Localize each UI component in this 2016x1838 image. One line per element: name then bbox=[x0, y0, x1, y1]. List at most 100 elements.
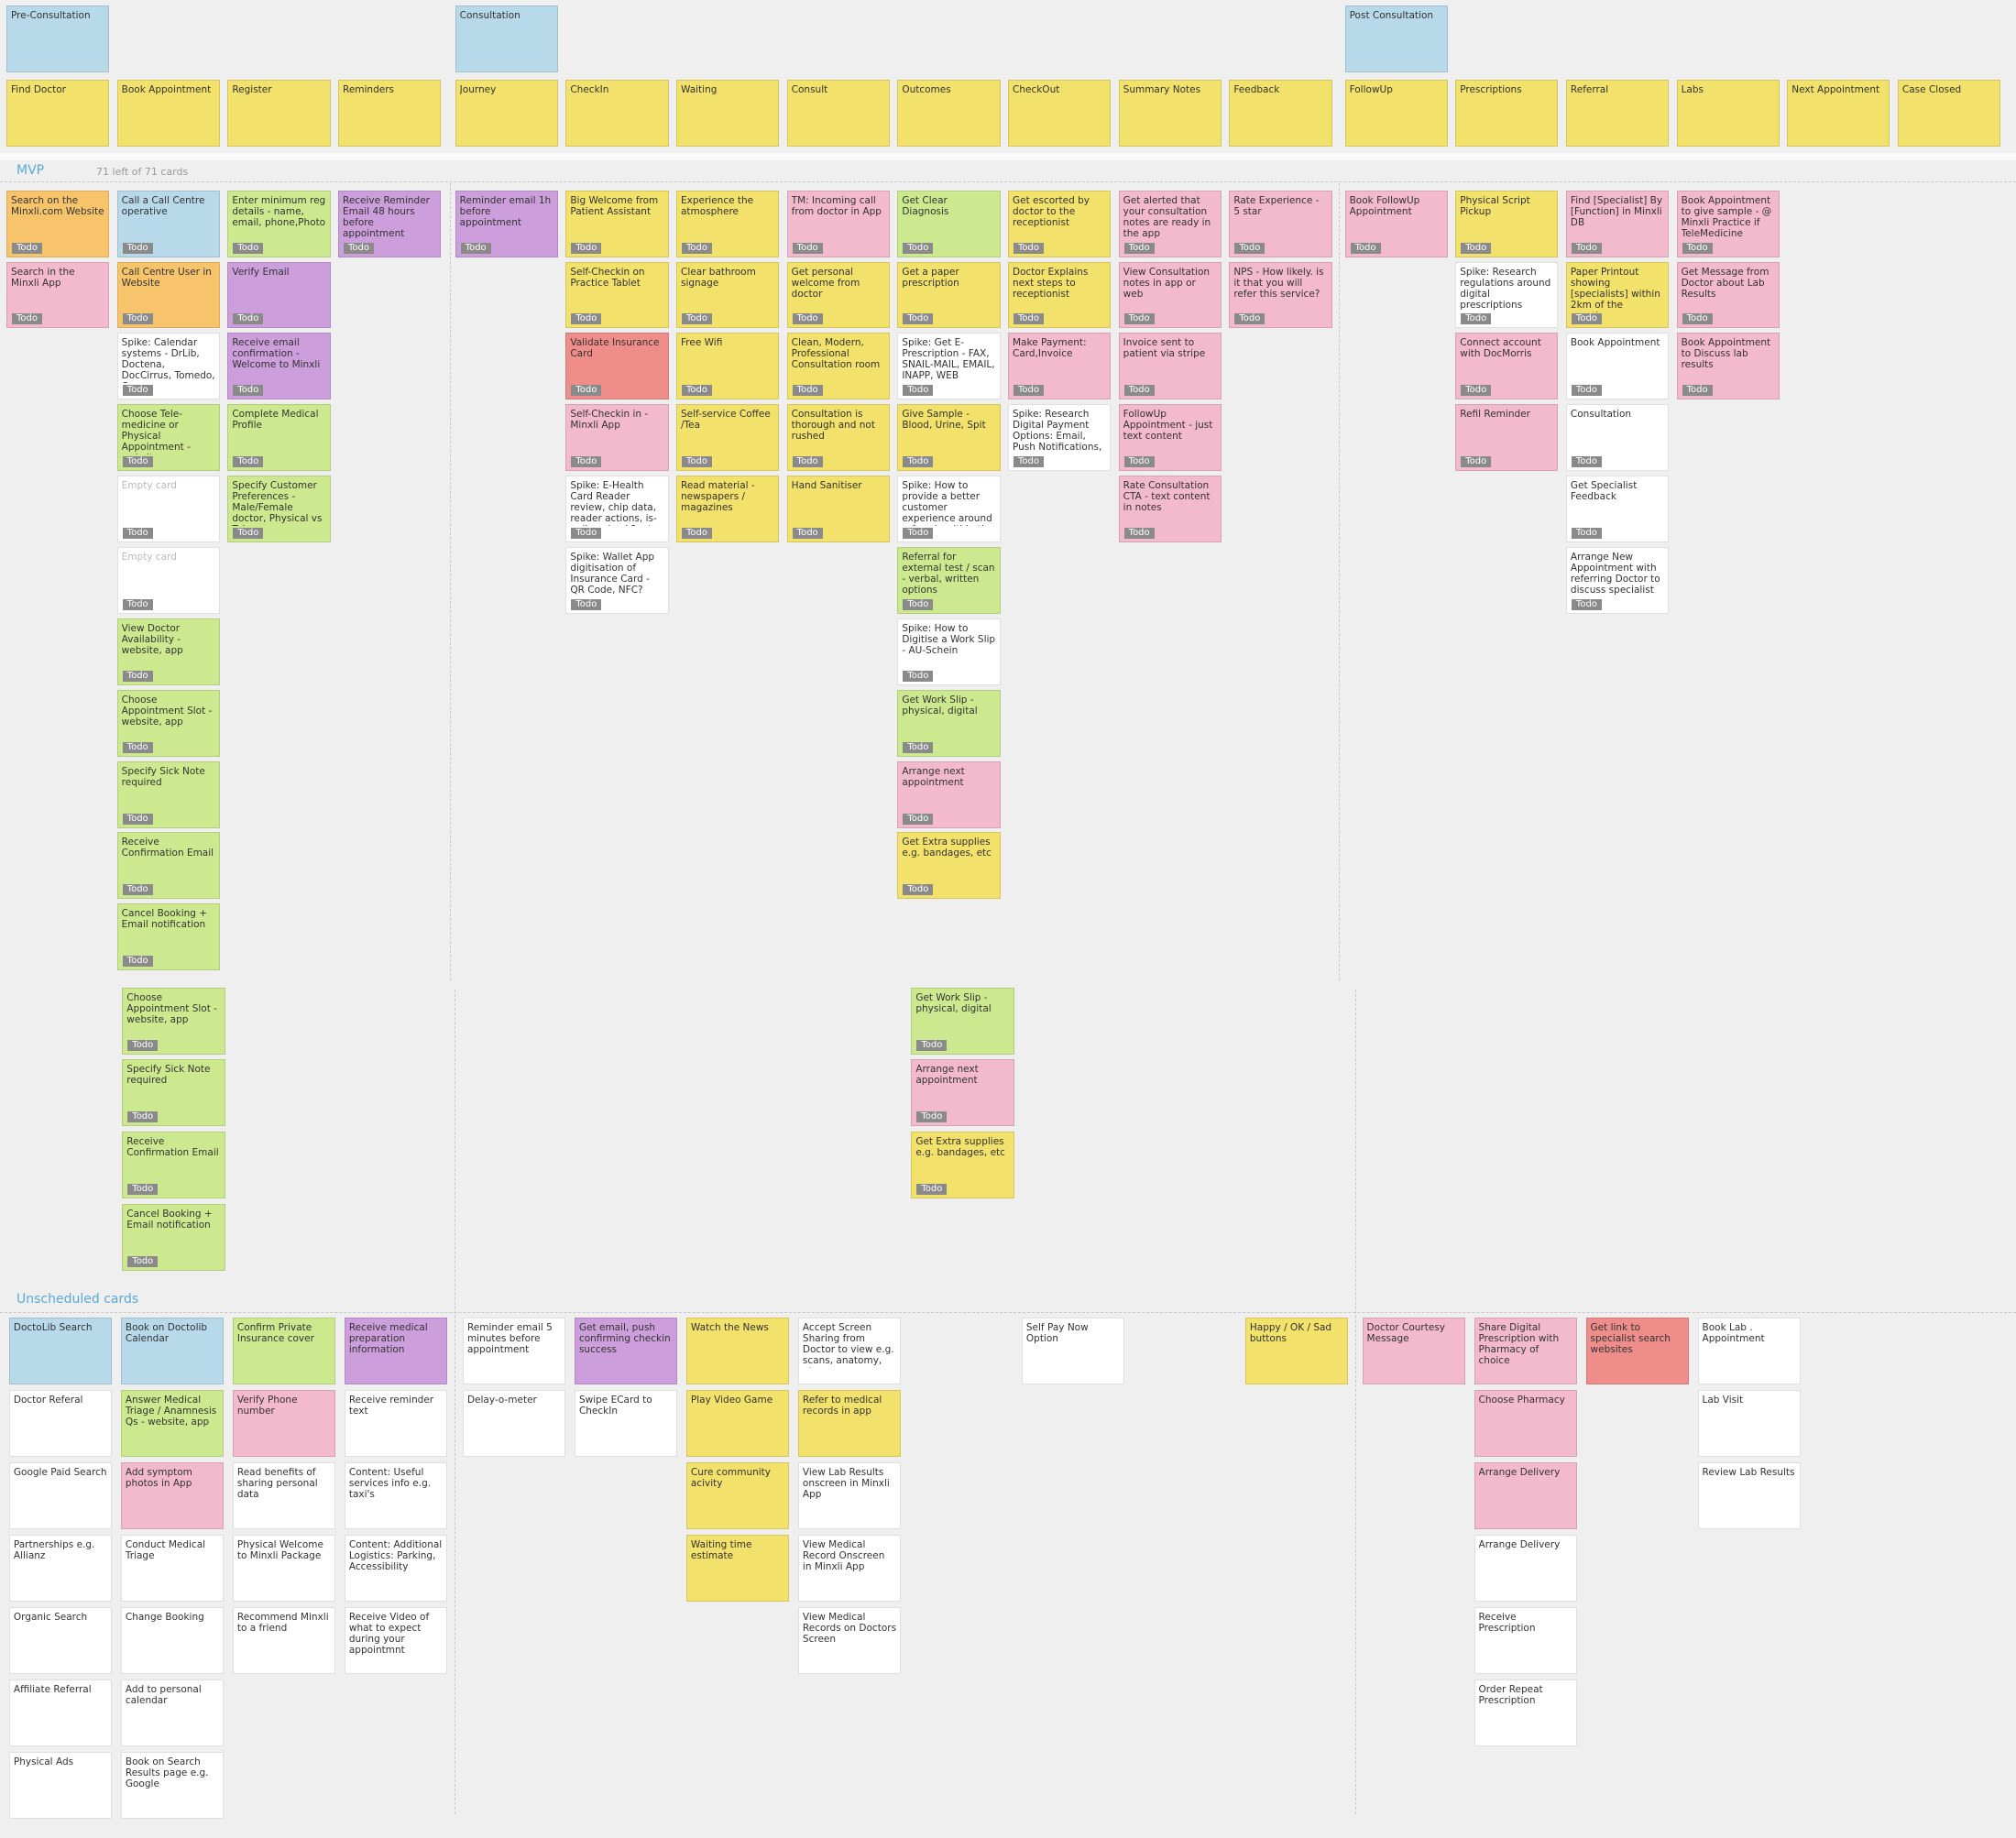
card[interactable]: Clean, Modern, Professional Consultation… bbox=[786, 333, 890, 400]
card[interactable]: Share Digital Prescription with Pharmacy… bbox=[1474, 1318, 1577, 1385]
card[interactable]: Physical Script Pickup Todo bbox=[1455, 190, 1559, 257]
card[interactable]: Rate Consultation CTA - text content in … bbox=[1118, 476, 1222, 543]
card[interactable]: Book Appointment Todo bbox=[1565, 333, 1670, 400]
card[interactable]: Get Work Slip - physical, digital Todo bbox=[911, 987, 1014, 1055]
card[interactable]: Arrange Delivery bbox=[1474, 1462, 1577, 1530]
card[interactable]: Choose Pharmacy bbox=[1474, 1390, 1577, 1458]
card[interactable]: Book on Doctolib Calendar bbox=[120, 1318, 225, 1385]
card[interactable]: Experience the atmosphere Todo bbox=[676, 190, 780, 257]
card[interactable]: Complete Medical Profile Todo bbox=[227, 404, 331, 472]
card[interactable]: Get personal welcome from doctor Todo bbox=[786, 261, 890, 329]
card[interactable]: Invoice sent to patient via stripe Todo bbox=[1118, 333, 1222, 400]
card[interactable]: Arrange Delivery bbox=[1474, 1535, 1577, 1603]
card[interactable]: Content: Useful services info e.g. taxi'… bbox=[344, 1462, 448, 1530]
card[interactable]: Watch the News bbox=[685, 1318, 790, 1385]
card[interactable]: Verify Email Todo bbox=[227, 261, 331, 329]
card[interactable]: Choose Appointment Slot - website, app To… bbox=[116, 689, 220, 757]
epic[interactable]: Pre-Consultation bbox=[6, 5, 110, 72]
activity[interactable]: Summary Notes bbox=[1118, 79, 1222, 147]
activity[interactable]: CheckIn bbox=[565, 79, 669, 147]
card[interactable]: Get email, push confirming checkin succe… bbox=[574, 1318, 678, 1385]
card[interactable]: Doctor Referal bbox=[8, 1390, 113, 1458]
activity[interactable]: Consult bbox=[786, 79, 890, 147]
card[interactable]: Add symptom photos in App bbox=[120, 1462, 225, 1530]
card[interactable]: Cure community acivity bbox=[685, 1462, 790, 1530]
card[interactable]: Choose Tele-medicine or Physical Appoint… bbox=[116, 404, 220, 472]
card[interactable]: Change Booking bbox=[120, 1607, 225, 1675]
card[interactable]: Confirm Private Insurance cover bbox=[232, 1318, 336, 1385]
card[interactable]: Delay-o-meter bbox=[462, 1390, 566, 1458]
card[interactable]: Organic Search bbox=[8, 1607, 113, 1675]
card[interactable]: Receive reminder text bbox=[344, 1390, 448, 1458]
activity[interactable]: Find Doctor bbox=[6, 79, 110, 147]
card[interactable]: Get Specialist Feedback Todo bbox=[1565, 476, 1670, 543]
card[interactable]: Affiliate Referral bbox=[8, 1679, 113, 1747]
card[interactable]: Call Centre User in Website Todo bbox=[116, 261, 220, 329]
card[interactable]: Get a paper prescription Todo bbox=[897, 261, 1001, 329]
card[interactable]: Content: Additional Logistics: Parking, … bbox=[344, 1535, 448, 1603]
card[interactable]: Book Lab . Appointment bbox=[1697, 1318, 1801, 1385]
card[interactable]: Reminder email 5 minutes before appointm… bbox=[462, 1318, 566, 1385]
card[interactable]: DoctoLib Search bbox=[8, 1318, 113, 1385]
card[interactable]: Add to personal calendar bbox=[120, 1679, 225, 1747]
card[interactable]: Spike: Wallet App digitisation of Insura… bbox=[565, 547, 669, 614]
card[interactable]: Cancel Booking + Email notification Todo bbox=[122, 1204, 225, 1272]
activity[interactable]: Case Closed bbox=[1897, 79, 2001, 147]
card[interactable]: Search in the Minxli App Todo bbox=[6, 261, 110, 329]
card[interactable]: Get link to specialist search websites bbox=[1585, 1318, 1689, 1385]
card[interactable]: Specify Customer Preferences - Male/Fema… bbox=[227, 476, 331, 543]
card[interactable]: Get Work Slip - physical, digital Todo bbox=[897, 689, 1001, 757]
card[interactable]: Connect account with DocMorris Todo bbox=[1455, 333, 1559, 400]
card[interactable]: Specify Sick Note required Todo bbox=[116, 760, 220, 828]
card[interactable]: Big Welcome from Patient Assistant Todo bbox=[565, 190, 669, 257]
activity[interactable]: Reminders bbox=[338, 79, 442, 147]
card[interactable]: Book FollowUp Appointment Todo bbox=[1344, 190, 1448, 257]
activity[interactable]: Waiting bbox=[676, 79, 780, 147]
activity[interactable]: Outcomes bbox=[897, 79, 1001, 147]
activity[interactable]: FollowUp bbox=[1344, 79, 1448, 147]
activity[interactable]: Register bbox=[227, 79, 331, 147]
card[interactable]: Waiting time estimate bbox=[685, 1535, 790, 1603]
card[interactable]: Spike: Research regulations around digit… bbox=[1455, 261, 1559, 329]
card[interactable]: Cancel Booking + Email notification Todo bbox=[116, 903, 220, 971]
card[interactable]: Self-Checkin in - Minxli App Todo bbox=[565, 404, 669, 472]
card[interactable]: Happy / OK / Sad buttons bbox=[1244, 1318, 1349, 1385]
card[interactable]: Spike: How to provide a better customer … bbox=[897, 476, 1001, 543]
card[interactable]: Hand Sanitiser Todo bbox=[786, 476, 890, 543]
card[interactable]: Self Pay Now Option bbox=[1021, 1318, 1125, 1385]
card[interactable]: TM: Incoming call from doctor in App Todo bbox=[786, 190, 890, 257]
card[interactable]: Consultation is thorough and not rushed T… bbox=[786, 404, 890, 472]
card[interactable]: Physical Welcome to Minxli Package bbox=[232, 1535, 336, 1603]
card[interactable]: Self-service Coffee /Tea Todo bbox=[676, 404, 780, 472]
card[interactable]: Paper Printout showing [specialists] wit… bbox=[1565, 261, 1670, 329]
activity[interactable]: Prescriptions bbox=[1455, 79, 1559, 147]
card[interactable]: Lab Visit bbox=[1697, 1390, 1801, 1458]
card[interactable]: Get Clear Diagnosis Todo bbox=[897, 190, 1001, 257]
card[interactable]: Receive email confirmation - Welcome to … bbox=[227, 333, 331, 400]
card[interactable]: FollowUp Appointment - just text content… bbox=[1118, 404, 1222, 472]
card[interactable]: Conduct Medical Triage bbox=[120, 1535, 225, 1603]
card[interactable]: Accept Screen Sharing from Doctor to vie… bbox=[797, 1318, 902, 1385]
card[interactable]: Partnerships e.g. Allianz bbox=[8, 1535, 113, 1603]
activity[interactable]: CheckOut bbox=[1008, 79, 1112, 147]
card[interactable]: Referral for external test / scan - verb… bbox=[897, 547, 1001, 614]
card[interactable]: Spike: E-Health Card Reader review, chip… bbox=[565, 476, 669, 543]
card[interactable]: Verify Phone number bbox=[232, 1390, 336, 1458]
card[interactable]: Get Message from Doctor about Lab Result… bbox=[1676, 261, 1780, 329]
activity[interactable]: Journey bbox=[455, 79, 558, 147]
card[interactable]: Receive medical preparation information bbox=[344, 1318, 448, 1385]
card[interactable]: View Medical Records on Doctors Screen bbox=[797, 1607, 902, 1675]
card[interactable]: Get Extra supplies e.g. bandages, etc Tod… bbox=[911, 1132, 1014, 1199]
card[interactable]: NPS - How likely. is it that you will re… bbox=[1229, 261, 1332, 329]
card[interactable]: Refer to medical records in app bbox=[797, 1390, 902, 1458]
card[interactable]: View Doctor Availability - website, app T… bbox=[116, 618, 220, 685]
card[interactable]: Google Paid Search bbox=[8, 1462, 113, 1530]
card[interactable]: Play Video Game bbox=[685, 1390, 790, 1458]
card[interactable]: Get escorted by doctor to the receptioni… bbox=[1008, 190, 1112, 257]
card[interactable]: Search on the Minxli.com Website Todo bbox=[6, 190, 110, 257]
card[interactable]: Get alerted that your consultation notes… bbox=[1118, 190, 1222, 257]
card[interactable]: Call a Call Centre operative Todo bbox=[116, 190, 220, 257]
card[interactable]: Validate Insurance Card Todo bbox=[565, 333, 669, 400]
card[interactable]: Consultation Todo bbox=[1565, 404, 1670, 472]
activity[interactable]: Feedback bbox=[1229, 79, 1332, 147]
